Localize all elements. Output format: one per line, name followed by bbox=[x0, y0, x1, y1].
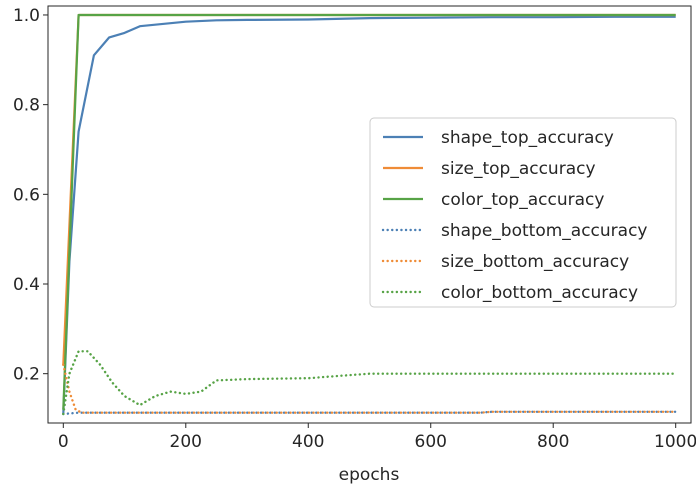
x-tick-label: 400 bbox=[292, 432, 324, 452]
legend-label: color_top_accuracy bbox=[441, 190, 604, 210]
x-tick-label: 800 bbox=[537, 432, 569, 452]
x-tick-label: 600 bbox=[415, 432, 447, 452]
series-line-color-bottom-accuracy bbox=[62, 350, 677, 416]
x-tick-label: 200 bbox=[170, 432, 202, 452]
x-axis-label: epochs bbox=[339, 465, 400, 485]
legend-box bbox=[369, 117, 677, 308]
y-tick-label: 0.4 bbox=[13, 275, 40, 295]
y-tick-label: 0.8 bbox=[13, 96, 40, 116]
plot-frame bbox=[47, 5, 692, 424]
legend-label: color_bottom_accuracy bbox=[441, 283, 638, 303]
series-layer bbox=[62, 13, 677, 416]
series-line-shape-top-accuracy bbox=[62, 15, 676, 415]
x-tick-label: 0 bbox=[58, 432, 69, 452]
legend-label: shape_top_accuracy bbox=[441, 128, 614, 148]
y-tick-label: 1.0 bbox=[13, 6, 40, 26]
legend-label: size_bottom_accuracy bbox=[441, 252, 629, 272]
series-line-size-bottom-accuracy bbox=[62, 363, 677, 414]
y-tick-label: 0.2 bbox=[13, 365, 40, 385]
y-tick-label: 0.6 bbox=[13, 185, 40, 205]
legend-label: size_top_accuracy bbox=[441, 159, 596, 179]
x-axis: 0 200 400 600 800 1000 bbox=[58, 423, 696, 452]
series-line-color-top-accuracy bbox=[62, 13, 676, 410]
legend: shape_top_accuracy size_top_accuracycolor… bbox=[369, 117, 677, 308]
legend-label: shape_bottom_accuracy bbox=[441, 221, 647, 241]
x-tick-label: 1000 bbox=[654, 432, 696, 452]
y-axis: 0.2 0.4 0.6 0.8 1.0 bbox=[13, 6, 48, 385]
